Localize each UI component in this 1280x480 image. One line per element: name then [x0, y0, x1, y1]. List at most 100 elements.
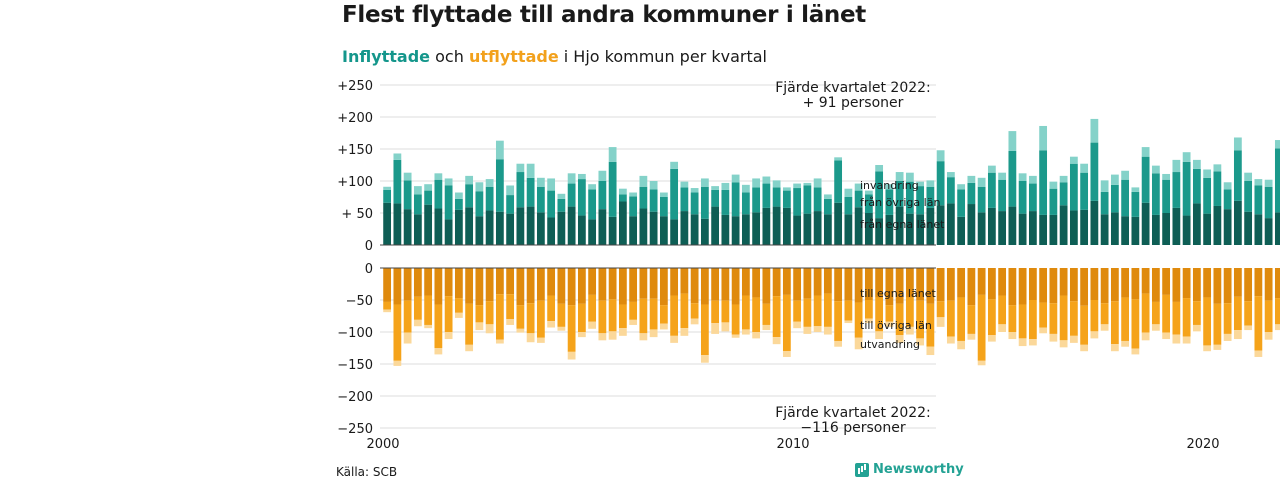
- bar-in-egna: [1121, 216, 1130, 245]
- annotation-top-line1: Fjärde kvartalet 2022:: [775, 80, 931, 96]
- bar-in-invandring: [1223, 182, 1232, 190]
- bar-out-utvandring: [905, 326, 914, 335]
- subtitle-och: och: [430, 47, 469, 66]
- bar-in-ovriga: [1028, 183, 1037, 212]
- x-tick-label: 2000: [366, 437, 399, 452]
- bar-out-utvandring: [434, 348, 443, 355]
- bar-out-ovriga: [680, 293, 689, 329]
- bar-in-invandring: [741, 184, 750, 193]
- bar-in-egna: [998, 211, 1007, 245]
- bar-out-utvandring: [1223, 333, 1232, 341]
- bar-in-egna: [1172, 207, 1181, 245]
- bar-in-ovriga: [1059, 182, 1068, 206]
- bar-out-egna: [854, 268, 863, 303]
- migration-chart: +250 +200 +150 +100 + 50 0 0 −50 −100 −150 −200 −25…: [337, 79, 1280, 452]
- bar-in-invandring: [834, 157, 843, 161]
- bar-out-utvandring: [823, 326, 832, 335]
- bar-out-ovriga: [485, 301, 494, 325]
- bar-out-utvandring: [916, 338, 925, 346]
- bar-out-utvandring: [1018, 338, 1027, 347]
- bar-out-ovriga: [659, 305, 668, 324]
- bar-in-invandring: [823, 194, 832, 199]
- bar-in-ovriga: [475, 191, 484, 217]
- bar-out-utvandring: [1090, 331, 1099, 339]
- bar-out-utvandring: [608, 331, 617, 340]
- bar-out-ovriga: [588, 294, 597, 322]
- bar-in-ovriga: [434, 179, 443, 209]
- bar-out-ovriga: [834, 301, 843, 341]
- bar-out-ovriga: [444, 296, 453, 332]
- bar-in-egna: [875, 218, 884, 245]
- bar-out-egna: [475, 268, 484, 306]
- bar-out-ovriga: [987, 299, 996, 336]
- bar-in-egna: [618, 201, 627, 245]
- bar-in-egna: [659, 216, 668, 245]
- bar-out-utvandring: [885, 321, 894, 327]
- bar-out-utvandring: [485, 324, 494, 334]
- bar-in-ovriga: [721, 189, 730, 215]
- bar-out-ovriga: [465, 303, 474, 345]
- bar-out-ovriga: [1182, 298, 1191, 337]
- bar-in-ovriga: [1192, 168, 1201, 204]
- bar-in-ovriga: [793, 188, 802, 216]
- bar-in-invandring: [1192, 159, 1201, 169]
- bar-out-egna: [444, 268, 453, 297]
- bar-in-invandring: [711, 186, 720, 190]
- bar-out-utvandring: [1141, 332, 1150, 341]
- y-tick-label: −50: [346, 294, 373, 309]
- bar-in-egna: [905, 213, 914, 245]
- bar-in-invandring: [465, 175, 474, 185]
- y-tick-label: −250: [337, 422, 373, 437]
- bar-out-egna: [1254, 268, 1263, 297]
- bar-in-ovriga: [1151, 173, 1160, 215]
- bar-in-ovriga: [926, 186, 935, 208]
- bar-in-invandring: [987, 165, 996, 173]
- bar-in-ovriga: [998, 179, 1007, 212]
- bar-out-ovriga: [946, 300, 955, 337]
- bar-out-egna: [793, 268, 802, 301]
- bar-out-utvandring: [1151, 324, 1160, 331]
- bar-out-utvandring: [854, 337, 863, 350]
- bar-in-ovriga: [1018, 181, 1027, 214]
- bar-out-egna: [577, 268, 586, 304]
- bar-in-egna: [557, 211, 566, 245]
- bar-in-egna: [670, 219, 679, 245]
- bar-out-ovriga: [1254, 296, 1263, 351]
- bar-in-egna: [475, 216, 484, 245]
- bar-out-egna: [1008, 268, 1017, 306]
- bar-in-ovriga: [526, 177, 535, 207]
- bar-out-utvandring: [834, 340, 843, 347]
- label-fran-egna-lanet: från egna länet: [860, 218, 945, 231]
- chart-subtitle: Inflyttade och utflyttade i Hjo kommun p…: [342, 47, 767, 66]
- bar-out-ovriga: [1233, 296, 1242, 331]
- bar-out-egna: [711, 268, 720, 301]
- bar-out-utvandring: [690, 318, 699, 325]
- bar-in-ovriga: [1203, 177, 1212, 214]
- bar-out-egna: [536, 268, 545, 301]
- bar-out-utvandring: [946, 336, 955, 344]
- bar-in-egna: [752, 212, 761, 245]
- bar-in-invandring: [1090, 118, 1099, 143]
- bar-in-invandring: [495, 140, 504, 160]
- bar-out-utvandring: [506, 319, 515, 325]
- bar-in-invandring: [1059, 175, 1068, 183]
- bar-in-egna: [434, 208, 443, 245]
- bar-out-ovriga: [557, 303, 566, 327]
- bar-out-utvandring: [875, 331, 884, 340]
- bar-out-utvandring: [957, 340, 966, 350]
- bar-out-egna: [588, 268, 597, 295]
- bar-in-invandring: [875, 165, 884, 172]
- bar-out-egna: [1213, 268, 1222, 304]
- bar-in-ovriga: [1121, 179, 1130, 217]
- bar-out-egna: [1100, 268, 1109, 304]
- bar-out-egna: [834, 268, 843, 302]
- bar-out-egna: [752, 268, 761, 298]
- bar-in-egna: [588, 219, 597, 245]
- bar-out-egna: [659, 268, 668, 306]
- bar-in-invandring: [588, 184, 597, 190]
- bar-in-invandring: [854, 183, 863, 191]
- brand-logo: Newsworthy: [855, 462, 964, 477]
- label-invandring: invandring: [860, 179, 919, 192]
- bar-in-egna: [1039, 214, 1048, 245]
- bar-in-egna: [1028, 211, 1037, 245]
